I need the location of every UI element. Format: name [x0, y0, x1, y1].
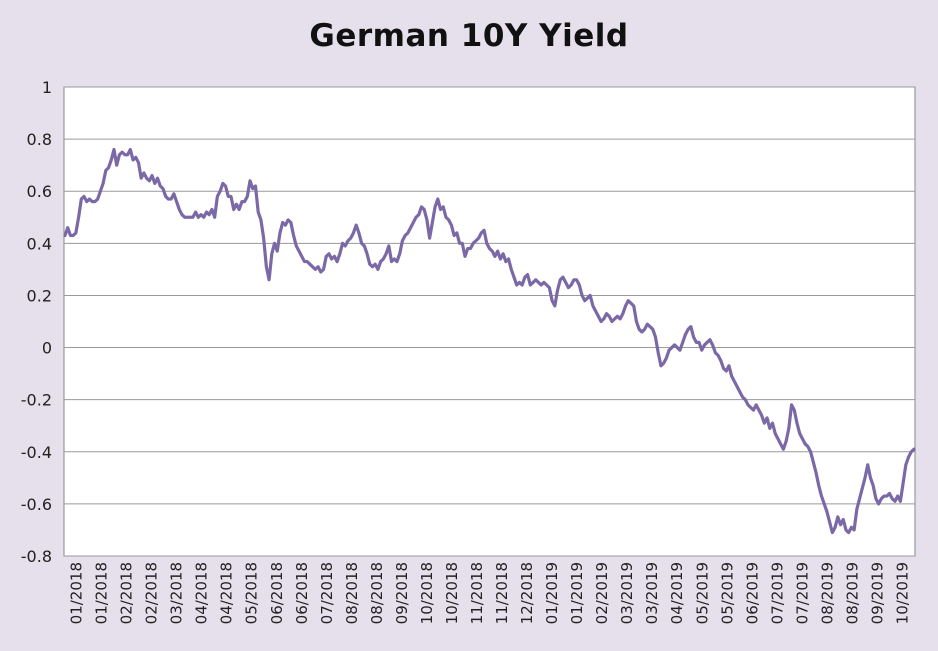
- x-tick-label: 05/2019: [718, 562, 736, 624]
- y-tick-label: 0.4: [27, 234, 52, 253]
- plot-area: [63, 86, 916, 557]
- grid-lines: [64, 86, 915, 557]
- x-axis-ticks: 01/2018 01/2018 02/2018 02/2018 03/2018 04/20…: [68, 562, 912, 624]
- x-tick-label: 10/2019: [893, 562, 911, 624]
- x-tick-label: 06/2018: [293, 562, 311, 624]
- y-tick-label: 0.2: [27, 286, 52, 305]
- y-tick-label: 0.8: [27, 130, 52, 149]
- x-tick-label: 12/2018: [518, 562, 536, 624]
- x-tick-label: 04/2019: [668, 562, 686, 624]
- y-tick-label: -0.2: [21, 391, 52, 410]
- x-tick-label: 05/2018: [243, 562, 261, 624]
- x-tick-label: 01/2018: [93, 562, 111, 624]
- y-tick-label: -0.6: [21, 495, 52, 514]
- x-tick-label: 08/2018: [368, 562, 386, 624]
- y-tick-label: 0.6: [27, 182, 52, 201]
- x-tick-label: 04/2018: [218, 562, 236, 624]
- y-tick-label: 0: [42, 339, 52, 358]
- x-tick-label: 04/2018: [193, 562, 211, 624]
- y-tick-label: -0.8: [21, 547, 52, 566]
- x-tick-label: 03/2019: [618, 562, 636, 624]
- x-tick-label: 05/2019: [693, 562, 711, 624]
- y-axis-ticks: 1 0.8 0.6 0.4 0.2 0 -0.2 -0.4 -0.6 -0.8: [21, 78, 52, 566]
- x-tick-label: 02/2018: [118, 562, 136, 624]
- x-tick-label: 07/2019: [768, 562, 786, 624]
- x-tick-label: 10/2018: [443, 562, 461, 624]
- x-tick-label: 01/2019: [543, 562, 561, 624]
- x-tick-label: 07/2019: [793, 562, 811, 624]
- x-tick-label: 09/2019: [868, 562, 886, 624]
- x-tick-label: 08/2019: [843, 562, 861, 624]
- x-tick-label: 02/2018: [143, 562, 161, 624]
- x-tick-label: 06/2018: [268, 562, 286, 624]
- chart-title: German 10Y Yield: [309, 18, 629, 54]
- x-tick-label: 08/2019: [818, 562, 836, 624]
- x-tick-label: 09/2018: [393, 562, 411, 624]
- x-tick-label: 03/2019: [643, 562, 661, 624]
- y-tick-label: 1: [42, 78, 52, 97]
- x-tick-label: 01/2018: [68, 562, 86, 624]
- x-tick-label: 07/2018: [318, 562, 336, 624]
- x-tick-label: 01/2019: [568, 562, 586, 624]
- series-line-german-10y-yield: [63, 147, 916, 535]
- y-tick-label: -0.4: [21, 443, 52, 462]
- x-tick-label: 06/2019: [743, 562, 761, 624]
- x-tick-label: 03/2018: [168, 562, 186, 624]
- x-tick-label: 02/2019: [593, 562, 611, 624]
- x-tick-label: 11/2018: [493, 562, 511, 624]
- x-tick-label: 11/2018: [468, 562, 486, 624]
- x-tick-label: 08/2018: [343, 562, 361, 624]
- x-tick-label: 10/2018: [418, 562, 436, 624]
